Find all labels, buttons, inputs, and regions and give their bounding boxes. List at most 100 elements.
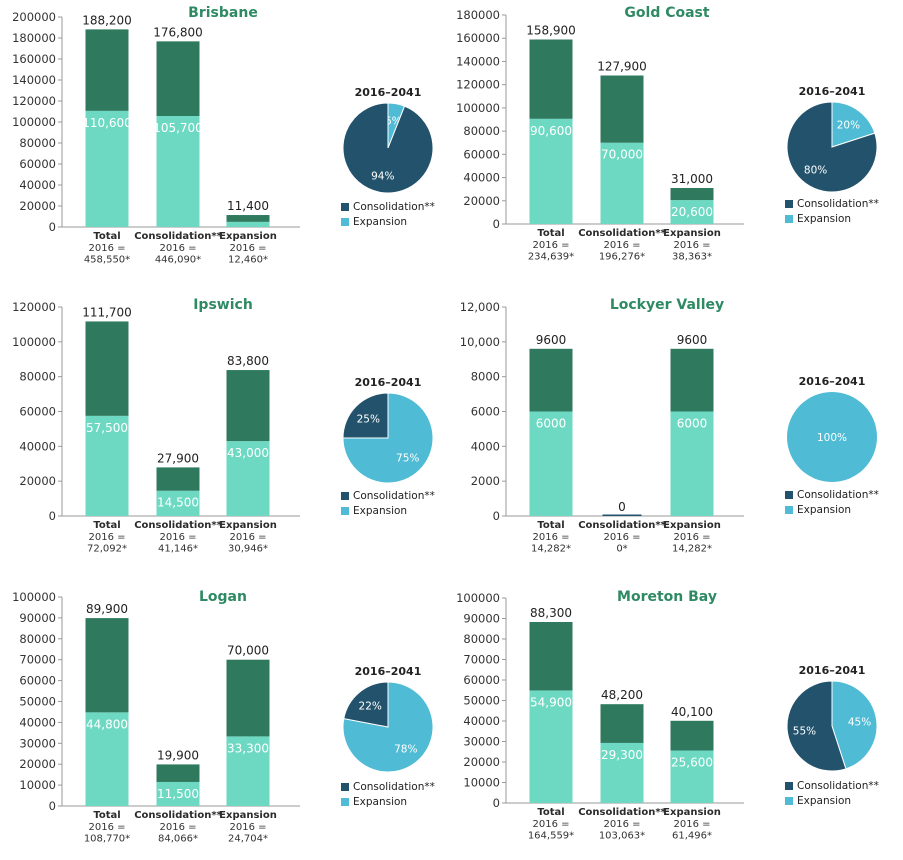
legend-label-expansion: Expansion xyxy=(797,504,851,516)
bar-total-label: 27,900 xyxy=(157,451,199,465)
pie-slice-label: 55% xyxy=(793,725,816,737)
chart-title: Moreton Bay xyxy=(617,589,717,605)
y-tick-label: 70000 xyxy=(19,653,56,667)
category-sublabel: 72,092* xyxy=(87,544,127,555)
y-tick-label: 160000 xyxy=(12,52,56,66)
bar-segment-upper xyxy=(85,29,129,111)
category-label: Consolidation** xyxy=(134,810,222,821)
y-tick-label: 40000 xyxy=(19,715,56,729)
pie-title: 2016–2041 xyxy=(355,86,422,99)
bar-segment-lower xyxy=(600,142,644,224)
legend-swatch-consolidation xyxy=(785,782,793,790)
bar-segment-lower xyxy=(85,110,129,227)
category-sublabel: 2016 = xyxy=(673,240,710,251)
bar-segment-upper xyxy=(85,618,129,713)
bar-segment-upper xyxy=(156,467,200,491)
category-label: Consolidation** xyxy=(578,520,666,531)
y-tick-label: 90000 xyxy=(19,611,56,625)
category-label: Consolidation** xyxy=(578,228,666,239)
bar-total-label: 158,900 xyxy=(526,23,576,37)
pie-slice xyxy=(831,101,876,148)
pie-slice xyxy=(786,680,847,772)
bar-segment-lower xyxy=(529,118,573,224)
category-label: Total xyxy=(537,520,564,531)
category-sublabel: 196,276* xyxy=(599,252,645,263)
bar-value-label: 110,600 xyxy=(82,116,132,130)
bar-total-label: 0 xyxy=(618,500,626,514)
legend-swatch-expansion xyxy=(341,507,349,515)
category-label: Expansion xyxy=(219,810,277,821)
bar-segment-upper xyxy=(670,188,714,201)
y-tick-label: 12,000 xyxy=(460,300,500,314)
category-sublabel: 2016 = xyxy=(88,532,125,543)
pie-slice-label: 25% xyxy=(357,413,380,425)
y-tick-label: 40000 xyxy=(19,178,56,192)
category-sublabel: 103,063* xyxy=(599,831,645,842)
y-tick-label: 6000 xyxy=(471,405,500,419)
y-tick-label: 120000 xyxy=(12,300,56,314)
category-sublabel: 164,559* xyxy=(528,831,574,842)
category-label: Expansion xyxy=(663,807,721,818)
pie-title: 2016–2041 xyxy=(799,664,866,677)
pie-slice xyxy=(343,681,389,728)
bar-value-label: 90,600 xyxy=(530,124,572,138)
bar-segment-upper xyxy=(156,764,200,782)
pie-slice-label: 100% xyxy=(817,432,847,444)
bar-total-label: 111,700 xyxy=(82,305,132,319)
pie-slice xyxy=(342,392,434,484)
bar-total-label: 9600 xyxy=(536,333,567,347)
y-tick-label: 20000 xyxy=(19,474,56,488)
y-tick-label: 180000 xyxy=(456,8,500,22)
bar-segment-lower xyxy=(85,415,129,516)
pie-slice-label: 80% xyxy=(804,165,827,177)
y-tick-label: 0 xyxy=(49,799,56,813)
y-tick-label: 20000 xyxy=(19,199,56,213)
category-sublabel: 41,146* xyxy=(158,544,198,555)
bar-value-label: 6000 xyxy=(536,417,567,431)
y-tick-label: 0 xyxy=(493,796,500,810)
bar-segment-upper xyxy=(529,348,573,412)
bar-segment-lower xyxy=(226,221,270,227)
category-sublabel: 2016 = xyxy=(673,819,710,830)
legend-label-consolidation: Consolidation** xyxy=(353,490,435,502)
category-label: Total xyxy=(93,810,120,821)
category-label: Consolidation** xyxy=(134,231,222,242)
y-tick-label: 50000 xyxy=(19,695,56,709)
chart-panel: Gold Coast 0 20000 40000 60000 80000 100000 120… xyxy=(456,5,879,263)
bar-segment-lower xyxy=(156,116,200,227)
pie-slice-label: 78% xyxy=(394,743,417,755)
category-sublabel: 234,639* xyxy=(528,252,574,263)
category-sublabel: 446,090* xyxy=(155,255,201,266)
bar-total-label: 48,200 xyxy=(601,688,643,702)
bar-segment-upper xyxy=(226,659,270,737)
y-tick-label: 80000 xyxy=(19,370,56,384)
y-tick-label: 100000 xyxy=(12,115,56,129)
legend-swatch-consolidation xyxy=(341,492,349,500)
pie-slice-label: 22% xyxy=(359,701,382,713)
legend-label-expansion: Expansion xyxy=(353,505,407,517)
bar-segment-upper xyxy=(529,621,573,691)
category-sublabel: 38,363* xyxy=(672,252,712,263)
category-sublabel: 458,550* xyxy=(84,255,130,266)
category-label: Total xyxy=(93,231,120,242)
pie-title: 2016–2041 xyxy=(799,375,866,388)
y-tick-label: 140000 xyxy=(456,54,500,68)
legend-label-consolidation: Consolidation** xyxy=(797,780,879,792)
bar-total-label: 88,300 xyxy=(530,606,572,620)
y-tick-label: 100000 xyxy=(456,101,500,115)
category-sublabel: 30,946* xyxy=(228,544,268,555)
bar-value-label: 20,600 xyxy=(671,205,713,219)
bar-value-label: 25,600 xyxy=(671,756,713,770)
category-sublabel: 2016 = xyxy=(603,240,640,251)
bar-total-label: 31,000 xyxy=(671,172,713,186)
y-tick-label: 60000 xyxy=(463,147,500,161)
y-tick-label: 4000 xyxy=(471,439,500,453)
category-sublabel: 61,496* xyxy=(672,831,712,842)
bar-value-label: 105,700 xyxy=(153,121,203,135)
category-sublabel: 14,282* xyxy=(672,544,712,555)
bar-total-label: 9600 xyxy=(677,333,708,347)
category-label: Consolidation** xyxy=(578,807,666,818)
bar-value-label: 43,000 xyxy=(227,446,269,460)
category-sublabel: 0* xyxy=(616,544,627,555)
